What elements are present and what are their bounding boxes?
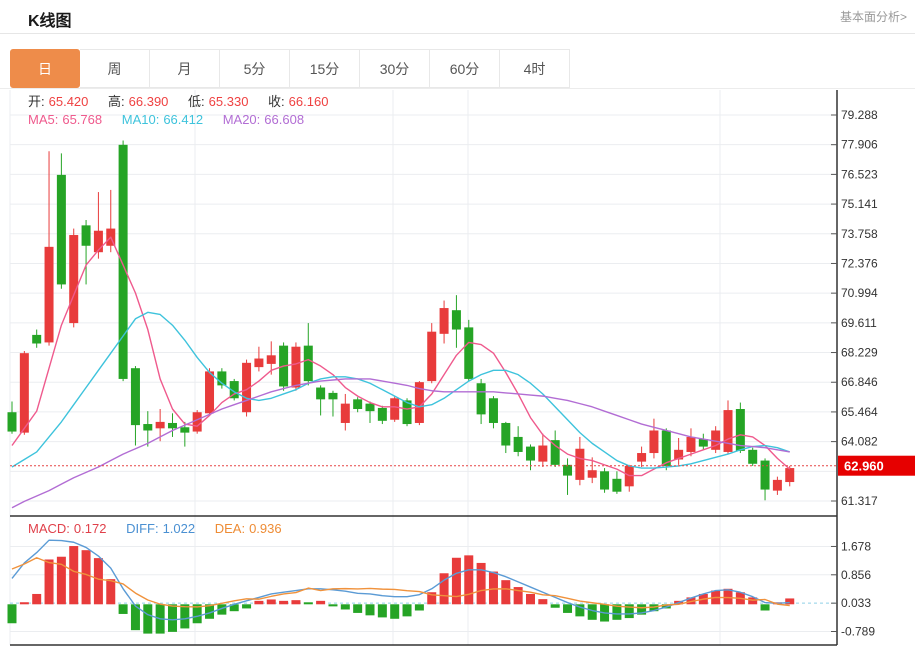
svg-text:75.141: 75.141: [841, 197, 878, 211]
open-value: 65.420: [48, 94, 89, 109]
svg-text:77.906: 77.906: [841, 138, 878, 152]
tab-5分[interactable]: 5分: [220, 49, 290, 88]
current-price-badge: 62.960: [838, 455, 915, 476]
page-title: K线图: [28, 13, 72, 30]
kline-chart-canvas[interactable]: 79.288 77.906 76.523 75.141 73.758 72.376 70.9…: [0, 88, 915, 647]
diff-label: DIFF:: [126, 521, 159, 536]
macd-label: MACD:: [28, 521, 70, 536]
fundamental-analysis-link[interactable]: 基本面分析>: [839, 10, 907, 24]
svg-text:0.033: 0.033: [841, 596, 871, 610]
macd-value: 0.172: [73, 521, 107, 536]
tab-4时[interactable]: 4时: [500, 49, 570, 88]
dea-label: DEA:: [214, 521, 246, 536]
open-label: 开:: [28, 94, 45, 109]
tab-日[interactable]: 日: [10, 49, 80, 88]
svg-text:72.376: 72.376: [841, 256, 878, 270]
header-divider: [0, 33, 915, 34]
svg-text:76.523: 76.523: [841, 167, 878, 181]
svg-text:69.611: 69.611: [841, 316, 877, 330]
low-value: 65.330: [208, 94, 249, 109]
ma10-label: MA10:: [121, 112, 160, 127]
svg-text:61.317: 61.317: [841, 494, 878, 508]
svg-text:64.082: 64.082: [841, 435, 878, 449]
svg-text:1.678: 1.678: [841, 539, 871, 553]
low-label: 低:: [188, 94, 205, 109]
svg-text:62.960: 62.960: [844, 459, 884, 474]
ohlc-readout: 开: 65.420 高: 66.390 低: 65.330 收: 66.160: [28, 91, 332, 110]
svg-text:66.846: 66.846: [841, 375, 878, 389]
period-tab-bar: 日周月 5分 15分 30分 60分 4时: [10, 49, 570, 88]
tab-bar-underline: [0, 88, 915, 89]
ma10-value: 66.412: [163, 112, 204, 127]
ma-legend: MA5: 65.768 MA10: 66.412 MA20: 66.608: [28, 112, 308, 127]
svg-text:68.229: 68.229: [841, 346, 878, 360]
svg-text:65.464: 65.464: [841, 405, 878, 419]
tab-15分[interactable]: 15分: [290, 49, 360, 88]
tab-30分[interactable]: 30分: [360, 49, 430, 88]
high-value: 66.390: [128, 94, 169, 109]
ma20-value: 66.608: [264, 112, 305, 127]
svg-text:79.288: 79.288: [841, 108, 878, 122]
svg-text:70.994: 70.994: [841, 286, 878, 300]
svg-text:0.856: 0.856: [841, 568, 871, 582]
svg-text:-0.789: -0.789: [841, 624, 875, 638]
header: K线图 基本面分析>: [0, 0, 915, 33]
macd-legend: MACD: 0.172 DIFF: 1.022 DEA: 0.936: [28, 521, 286, 536]
tab-60分[interactable]: 60分: [430, 49, 500, 88]
high-label: 高:: [108, 94, 125, 109]
svg-text:73.758: 73.758: [841, 227, 878, 241]
close-label: 收:: [268, 94, 285, 109]
dea-value: 0.936: [249, 521, 282, 536]
diff-value: 1.022: [162, 521, 196, 536]
ma5-label: MA5:: [28, 112, 59, 127]
ma20-label: MA20:: [222, 112, 261, 127]
tab-月[interactable]: 月: [150, 49, 220, 88]
ma5-value: 65.768: [62, 112, 103, 127]
tab-周[interactable]: 周: [80, 49, 150, 88]
close-value: 66.160: [288, 94, 329, 109]
